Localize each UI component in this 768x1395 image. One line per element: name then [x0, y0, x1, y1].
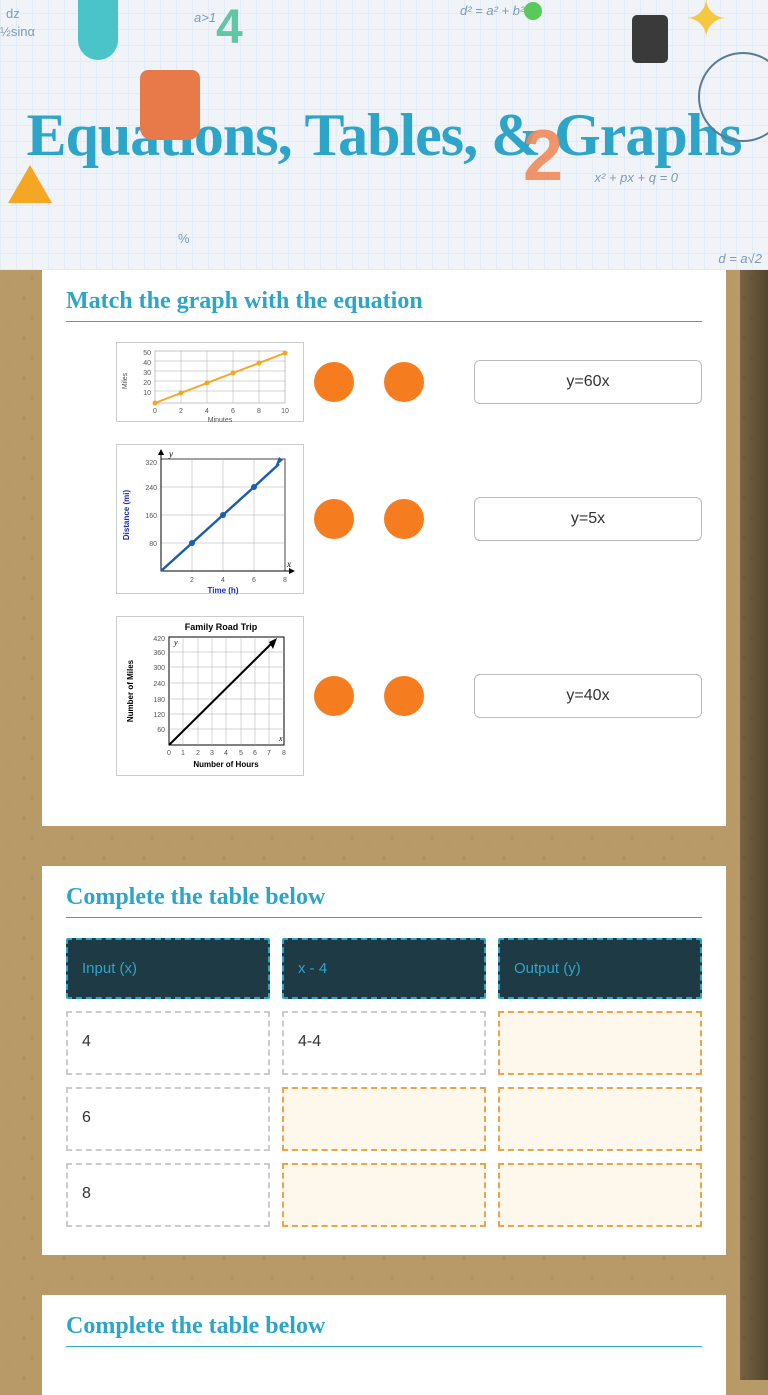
- table-header: x - 4: [282, 938, 486, 999]
- svg-text:x: x: [278, 734, 283, 743]
- equation-option[interactable]: y=40x: [474, 674, 702, 718]
- deco-text: dz: [6, 6, 20, 21]
- svg-text:60: 60: [157, 727, 165, 734]
- svg-text:40: 40: [143, 360, 151, 367]
- input-output-table: Input (x) x - 4 Output (y) 4 4-4 6 8: [66, 938, 702, 1227]
- svg-text:20: 20: [143, 380, 151, 387]
- svg-text:2: 2: [179, 408, 183, 415]
- svg-text:y: y: [168, 449, 173, 459]
- deco-shape: 2: [523, 115, 563, 197]
- connector-dot[interactable]: [384, 676, 424, 716]
- deco-text: a>1: [194, 10, 216, 25]
- svg-text:6: 6: [231, 408, 235, 415]
- svg-text:Number of Miles: Number of Miles: [126, 659, 135, 722]
- connector-dot[interactable]: [314, 676, 354, 716]
- deco-text: x² + px + q = 0: [595, 170, 678, 185]
- svg-text:8: 8: [282, 750, 286, 757]
- section-heading: Match the graph with the equation: [66, 288, 702, 322]
- equation-option[interactable]: y=60x: [474, 360, 702, 404]
- pin-icon: [524, 2, 542, 20]
- svg-text:0: 0: [167, 750, 171, 757]
- section-heading: Complete the table below: [66, 1313, 702, 1347]
- table-cell: 8: [66, 1163, 270, 1227]
- deco-text: ½sinα: [0, 24, 35, 39]
- svg-text:6: 6: [252, 577, 256, 584]
- svg-text:Minutes: Minutes: [208, 417, 233, 423]
- svg-text:Distance (mi): Distance (mi): [122, 490, 131, 541]
- connector-dot[interactable]: [314, 362, 354, 402]
- svg-text:4: 4: [224, 750, 228, 757]
- svg-text:420: 420: [153, 636, 165, 643]
- table-cell-input[interactable]: [498, 1087, 702, 1151]
- table-cell-input[interactable]: [498, 1011, 702, 1075]
- connector-dot[interactable]: [384, 362, 424, 402]
- svg-text:4: 4: [205, 408, 209, 415]
- svg-text:2: 2: [190, 577, 194, 584]
- svg-text:1: 1: [181, 750, 185, 757]
- page-title: Equations, Tables, & Graphs: [27, 102, 742, 168]
- svg-text:300: 300: [153, 665, 165, 672]
- svg-text:Time (h): Time (h): [208, 586, 239, 595]
- svg-text:240: 240: [153, 681, 165, 688]
- svg-text:160: 160: [145, 513, 157, 520]
- backpack-icon: [140, 70, 200, 140]
- graph-miles-minutes: 10 20 30 40 50 0 2 4 6 8 10 Minutes Miles: [116, 342, 304, 422]
- svg-text:10: 10: [143, 390, 151, 397]
- match-row: Family Road Trip 60 120 180 240 300 360 420 0 1…: [66, 616, 702, 776]
- header-banner: dz ½sinα a>1 d² = a² + b² x² + px + q = …: [0, 0, 768, 270]
- table-cell: 4: [66, 1011, 270, 1075]
- svg-text:50: 50: [143, 350, 151, 357]
- svg-text:180: 180: [153, 697, 165, 704]
- svg-text:5: 5: [239, 750, 243, 757]
- connector-dot[interactable]: [384, 499, 424, 539]
- svg-text:y: y: [173, 638, 178, 647]
- deco-text: %: [178, 231, 190, 246]
- connector-dot[interactable]: [314, 499, 354, 539]
- svg-text:2: 2: [196, 750, 200, 757]
- svg-text:8: 8: [257, 408, 261, 415]
- calculator-icon: [632, 15, 668, 63]
- match-row: 10 20 30 40 50 0 2 4 6 8 10 Minutes Miles y=60x: [66, 342, 702, 422]
- deco-text: d = a√2: [718, 251, 762, 266]
- deco-shape: 4: [216, 0, 243, 55]
- svg-text:x: x: [286, 559, 291, 569]
- svg-text:80: 80: [149, 541, 157, 548]
- table-section: Complete the table below Input (x) x - 4…: [42, 866, 726, 1255]
- svg-text:360: 360: [153, 650, 165, 657]
- table-cell-input[interactable]: [282, 1163, 486, 1227]
- deco-text: d² = a² + b²: [460, 3, 524, 18]
- svg-text:7: 7: [267, 750, 271, 757]
- svg-text:8: 8: [283, 577, 287, 584]
- table-cell-input[interactable]: [282, 1087, 486, 1151]
- table-cell: 4-4: [282, 1011, 486, 1075]
- triangle-icon: [8, 165, 52, 203]
- svg-text:Miles: Miles: [122, 372, 129, 389]
- table-cell-input[interactable]: [498, 1163, 702, 1227]
- match-row: 80160240320 2468 Time (h) Distance (mi) …: [66, 444, 702, 594]
- svg-text:0: 0: [153, 408, 157, 415]
- graph-family-road-trip: Family Road Trip 60 120 180 240 300 360 420 0 1…: [116, 616, 304, 776]
- deco-shape: [78, 0, 118, 60]
- svg-text:Number of Hours: Number of Hours: [193, 760, 259, 769]
- svg-text:4: 4: [221, 577, 225, 584]
- table-header: Output (y): [498, 938, 702, 999]
- svg-text:120: 120: [153, 712, 165, 719]
- content-area: Match the graph with the equation 102030…: [0, 270, 768, 1395]
- svg-text:Family Road Trip: Family Road Trip: [185, 622, 258, 632]
- star-icon: ✦: [684, 0, 728, 50]
- table-cell: 6: [66, 1087, 270, 1151]
- svg-text:3: 3: [210, 750, 214, 757]
- table-header: Input (x): [66, 938, 270, 999]
- svg-text:10: 10: [281, 408, 289, 415]
- section-heading: Complete the table below: [66, 884, 702, 918]
- match-section: Match the graph with the equation 102030…: [42, 270, 726, 826]
- svg-text:6: 6: [253, 750, 257, 757]
- svg-text:320: 320: [145, 460, 157, 467]
- equation-option[interactable]: y=5x: [474, 497, 702, 541]
- table-section-2: Complete the table below: [42, 1295, 726, 1395]
- svg-text:30: 30: [143, 370, 151, 377]
- svg-text:240: 240: [145, 485, 157, 492]
- graph-distance-time: 80160240320 2468 Time (h) Distance (mi) …: [116, 444, 304, 594]
